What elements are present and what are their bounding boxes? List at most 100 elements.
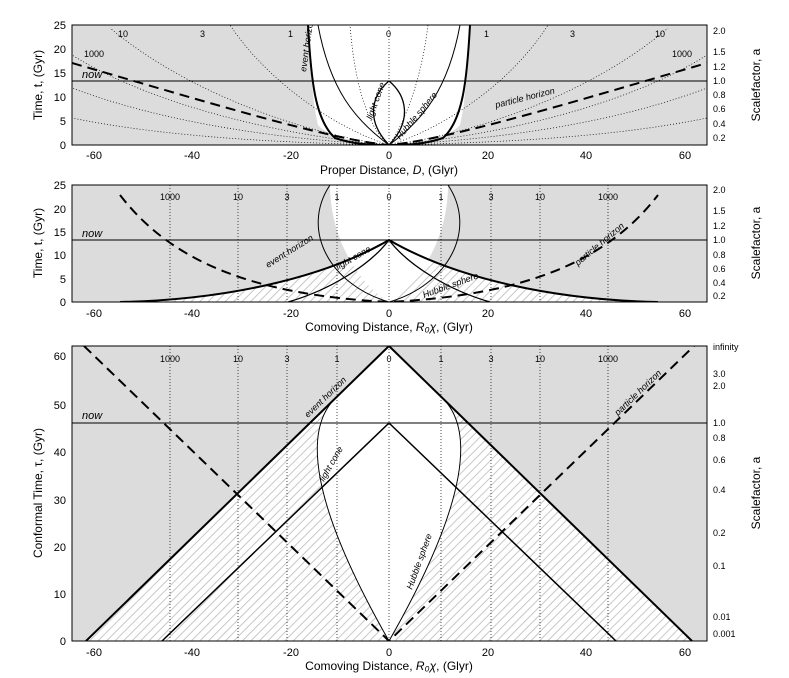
x-tick-label: -40 xyxy=(184,647,200,659)
y-tick-label: 5 xyxy=(60,274,66,286)
y-tick-label: 40 xyxy=(54,447,66,459)
panel-proper-hubble-sphere xyxy=(317,25,461,145)
panel-conformal-worldline-label: 1 xyxy=(438,354,443,364)
y2-tick-label: 0.4 xyxy=(713,485,726,495)
y-tick-label: 20 xyxy=(54,542,66,554)
x-tick-label: -60 xyxy=(86,150,102,162)
y2-tick-label: 0.4 xyxy=(713,278,726,288)
panel-conformal-event-horizon xyxy=(85,346,693,641)
y2-tick-label: 1.2 xyxy=(713,62,726,72)
panel-comoving-worldline-label: 1000 xyxy=(598,192,618,202)
panel-comoving-hubble-sphere xyxy=(317,185,461,302)
panel-proper-worldline-label: 0 xyxy=(386,29,391,39)
panel-proper-worldline-label: 1 xyxy=(484,29,489,39)
y-tick-label: 15 xyxy=(54,68,66,80)
y2-tick-label: 0.01 xyxy=(713,612,731,622)
panel-comoving-worldline-label: 1 xyxy=(438,192,443,202)
panel-proper-worldline-label: 1 xyxy=(288,29,293,39)
y2-tick-label: 2.0 xyxy=(713,26,726,36)
y2-tick-label: 0.2 xyxy=(713,291,726,301)
x-tick-label: -60 xyxy=(86,647,102,659)
y2-tick-label: 0.8 xyxy=(713,250,726,260)
panel-conformal-worldline-label: 10 xyxy=(233,354,243,364)
y-tick-label: 0 xyxy=(60,297,66,309)
panel-conformal-y-axis-title: Conformal Time, τ, (Gyr) xyxy=(31,428,45,558)
x-tick-label: 60 xyxy=(679,647,691,659)
panel-comoving-y2-axis-title: Scalefactor, a xyxy=(749,206,763,279)
y2-tick-label: 2.0 xyxy=(713,185,726,195)
panel-comoving-light-cone xyxy=(287,239,491,302)
panel-proper-light-cone xyxy=(372,80,406,145)
panel-proper-frame xyxy=(71,24,708,146)
y2-tick-label: 0.6 xyxy=(713,455,726,465)
x-tick-label: 60 xyxy=(679,150,691,162)
panel-comoving-time: now 1000 10 3 1 0 1 3 10 1000 event hori… xyxy=(31,180,763,334)
y-tick-label: 0 xyxy=(60,636,66,648)
panel-proper-worldline-label: 3 xyxy=(200,29,205,39)
x-tick-label: 20 xyxy=(482,150,494,162)
y2-tick-label: 0.8 xyxy=(713,90,726,100)
x-tick-label: 60 xyxy=(679,308,691,320)
x-tick-label: 20 xyxy=(482,647,494,659)
panel-comoving-worldline-label: 3 xyxy=(488,192,493,202)
y2-tick-label: 0.2 xyxy=(713,133,726,143)
y-tick-label: 20 xyxy=(54,44,66,56)
y2-tick-label: 3.0 xyxy=(713,369,726,379)
panel-comoving-worldline-label: 10 xyxy=(233,192,243,202)
y2-tick-label: 0.2 xyxy=(713,528,726,538)
panel-comoving-y-axis-title: Time, t, (Gyr) xyxy=(31,208,45,278)
panel-conformal-worldline-label: 1 xyxy=(334,354,339,364)
y-tick-label: 50 xyxy=(54,400,66,412)
panel-proper-particle-horizon xyxy=(72,62,707,145)
panel-conformal-worldline-label: 0 xyxy=(386,354,391,364)
y2-tick-label: 1.0 xyxy=(713,76,726,86)
panel-conformal-now-label: now xyxy=(82,410,103,422)
panel-comoving-x-axis-title: Comoving Distance, R₀χ, (Glyr) xyxy=(305,320,473,334)
y2-tick-label: 1.2 xyxy=(713,221,726,231)
x-tick-label: 40 xyxy=(580,150,592,162)
x-tick-label: -60 xyxy=(86,308,102,320)
panel-proper-y2-axis-title: Scalefactor, a xyxy=(749,48,763,121)
panel-proper-x-axis-title: Proper Distance, D, (Glyr) xyxy=(320,163,458,177)
panel-conformal-y2-ticks: infinity 3.0 2.0 1.0 0.8 0.6 0.4 0.2 0.1… xyxy=(713,342,739,639)
y2-tick-label: 1.5 xyxy=(713,47,726,57)
y-tick-label: 60 xyxy=(54,351,66,363)
panel-comoving-worldline-label: 1000 xyxy=(160,192,180,202)
x-tick-label: -40 xyxy=(184,150,200,162)
panel-proper-x-ticks: -60 -40 -20 0 20 40 60 xyxy=(86,150,691,162)
y-tick-label: 20 xyxy=(54,204,66,216)
y-tick-label: 25 xyxy=(54,180,66,192)
panel-proper-worldline-label: 10 xyxy=(655,29,665,39)
y-tick-label: 10 xyxy=(54,92,66,104)
y2-tick-label: 0.4 xyxy=(713,119,726,129)
x-tick-label: -20 xyxy=(283,647,299,659)
panel-comoving-worldline-label: 1 xyxy=(334,192,339,202)
y-tick-label: 25 xyxy=(54,20,66,32)
panel-conformal-x-ticks: -60 -40 -20 0 20 40 60 xyxy=(86,647,691,659)
x-tick-label: 0 xyxy=(386,150,392,162)
panel-conformal-worldline-label: 3 xyxy=(284,354,289,364)
panel-conformal-worldline-label: 1000 xyxy=(160,354,180,364)
x-tick-label: -40 xyxy=(184,308,200,320)
panel-comoving-worldline-label: 10 xyxy=(535,192,545,202)
panel-comoving-frame xyxy=(71,184,708,303)
panel-proper-worldline-label: 1000 xyxy=(84,49,104,59)
panel-conformal-worldline-label: 10 xyxy=(535,354,545,364)
x-tick-label: 40 xyxy=(580,647,592,659)
x-tick-label: 40 xyxy=(580,308,592,320)
panel-conformal-particle-horizon xyxy=(83,346,695,641)
x-tick-label: 0 xyxy=(386,647,392,659)
panel-comoving-y2-ticks: 0.2 0.4 0.6 0.8 1.0 1.2 1.5 2.0 xyxy=(713,185,726,301)
panel-proper-event-horizon xyxy=(307,25,471,145)
y-tick-label: 5 xyxy=(60,116,66,128)
y2-tick-label: infinity xyxy=(713,342,739,352)
panel-proper-worldline-label: 10 xyxy=(118,29,128,39)
y2-tick-label: 0.1 xyxy=(713,561,726,571)
panel-proper-worldline-label: 3 xyxy=(570,29,575,39)
panel-proper-y2-ticks: 0.2 0.4 0.6 0.8 1.0 1.2 1.5 2.0 xyxy=(713,26,726,143)
x-tick-label: -20 xyxy=(283,150,299,162)
y2-tick-label: 0.6 xyxy=(713,264,726,274)
panel-proper-distance: now 10 3 1 1000 0 1 3 10 1000 event hori… xyxy=(31,20,763,177)
y-tick-label: 10 xyxy=(54,250,66,262)
